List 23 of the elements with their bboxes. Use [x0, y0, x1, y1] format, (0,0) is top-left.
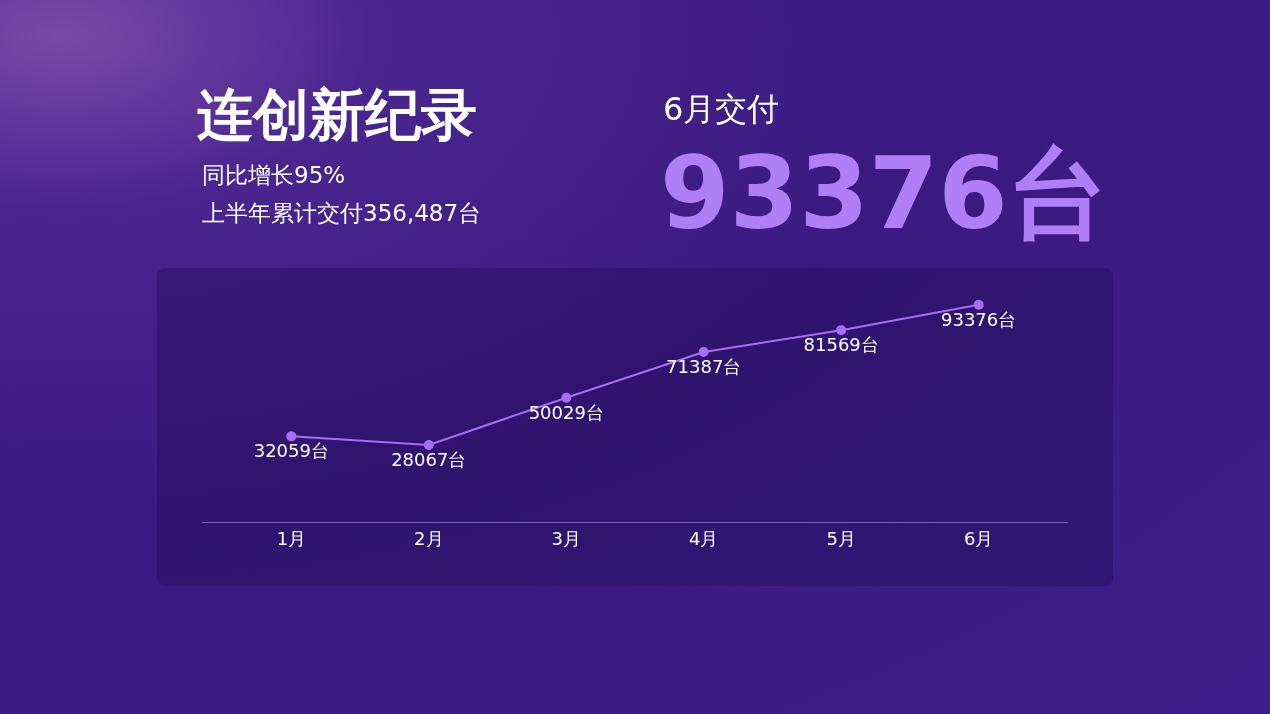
x-tick-label: 1月	[276, 527, 307, 549]
data-label: 71387台	[666, 355, 742, 377]
x-tick-label: 5月	[826, 527, 856, 549]
text: 6月交付	[663, 89, 780, 130]
data-label: 93376台	[941, 308, 1017, 330]
point	[286, 431, 297, 442]
data-label: 32059台	[253, 440, 329, 462]
point	[698, 346, 709, 357]
x-tick-label: 4月	[689, 527, 719, 549]
point	[973, 299, 984, 310]
point	[561, 392, 572, 403]
point	[423, 439, 434, 450]
text: 上半年累计交付356,487台	[202, 199, 482, 228]
data-label: 28067台	[391, 448, 467, 470]
x-tick-label: 3月	[551, 527, 581, 549]
x-tick-label: 6月	[963, 527, 994, 549]
chart-title: 连创新纪录	[197, 81, 477, 149]
chart-subtitle: 同比增长95%	[202, 161, 346, 190]
point	[836, 325, 847, 336]
x-tick-label: 2月	[414, 527, 444, 549]
data-label: 81569台	[803, 333, 879, 355]
data-label: 50029台	[528, 401, 604, 423]
text: 93376台	[660, 134, 1108, 254]
